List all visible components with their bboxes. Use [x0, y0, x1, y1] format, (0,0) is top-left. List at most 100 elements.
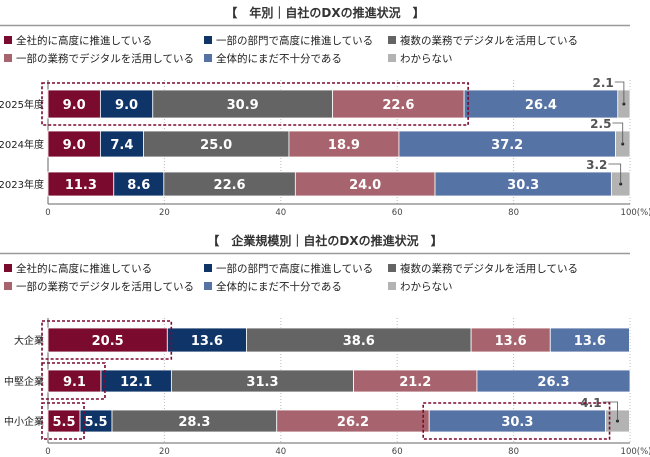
category-label: 2025年度 — [0, 98, 44, 111]
highlight-box — [422, 402, 611, 440]
data-label: 24.0 — [349, 178, 381, 193]
x-tick-label: 0 — [45, 208, 50, 218]
x-tick-label: 20 — [159, 447, 170, 457]
legend-swatch — [388, 36, 396, 44]
data-label: 38.6 — [343, 334, 375, 349]
data-label: 8.6 — [127, 178, 150, 193]
bar-segment — [113, 171, 165, 197]
data-label: 30.9 — [227, 98, 259, 113]
legend-swatch — [204, 36, 212, 44]
bar-segment — [47, 171, 115, 197]
data-label: 13.6 — [574, 334, 606, 349]
legend-swatch — [204, 54, 212, 62]
data-label: 22.6 — [214, 178, 246, 193]
data-label: 13.6 — [495, 334, 527, 349]
data-label: 11.3 — [65, 178, 97, 193]
data-label: 12.1 — [120, 375, 152, 390]
data-label: 5.5 — [84, 415, 107, 430]
x-tick-label: 80 — [508, 208, 519, 218]
legend-item: 一部の部門で高度に推進している — [216, 262, 373, 275]
data-label: 31.3 — [246, 375, 278, 390]
bar-segment — [152, 89, 333, 119]
legend-swatch — [388, 54, 396, 62]
data-label: 9.0 — [115, 98, 138, 113]
leader-line — [602, 401, 618, 421]
legend-item: わからない — [400, 53, 453, 65]
bar-segment — [332, 89, 465, 119]
bar-segment — [463, 89, 619, 119]
legend-swatch — [204, 264, 212, 272]
legend-swatch — [4, 54, 12, 62]
data-label: 5.5 — [52, 415, 75, 430]
x-tick-label: 80 — [508, 447, 519, 457]
data-label: 9.1 — [63, 375, 86, 390]
legend-swatch — [4, 264, 12, 272]
bar-segment — [47, 327, 168, 353]
chart-title: 【 企業規模別｜自社のDXの推進状況 】 — [207, 233, 442, 248]
bar-segment — [470, 327, 551, 353]
data-label: 28.3 — [178, 415, 210, 430]
data-label: 26.4 — [525, 98, 557, 113]
data-label: 3.2 — [586, 158, 607, 172]
data-label: 26.3 — [537, 375, 569, 390]
x-tick-label: 0 — [45, 447, 50, 457]
legend-item: 全社的に高度に推進している — [16, 34, 152, 47]
data-label: 37.2 — [491, 138, 523, 153]
bar-segment — [163, 171, 296, 197]
x-tick-label: 40 — [275, 208, 286, 218]
bar-segment — [99, 130, 144, 158]
x-tick-label: 100(%) — [621, 447, 650, 457]
x-tick-label: 20 — [159, 208, 170, 218]
bar-segment — [288, 130, 400, 158]
legend-item: わからない — [400, 281, 453, 293]
legend-item: 一部の業務でデジタルを活用している — [16, 280, 194, 293]
chart-title: 【 年別｜自社のDXの推進状況 】 — [225, 5, 424, 20]
data-label: 7.4 — [110, 138, 133, 153]
data-label: 20.5 — [92, 334, 124, 349]
bar-segment — [246, 327, 472, 353]
highlight-box — [41, 82, 469, 126]
data-label: 22.6 — [382, 98, 414, 113]
legend-item: 全体的にまだ不十分である — [216, 280, 342, 293]
data-label: 30.3 — [507, 178, 539, 193]
bar-segment — [549, 327, 630, 353]
data-label: 18.9 — [328, 138, 360, 153]
category-label: 中堅企業 — [4, 375, 44, 388]
legend-swatch — [4, 36, 12, 44]
leader-line — [612, 122, 624, 144]
legend-swatch — [388, 282, 396, 290]
data-label: 9.0 — [63, 138, 86, 153]
highlight-box — [41, 320, 173, 360]
legend-swatch — [204, 282, 212, 290]
legend-item: 複数の業務でデジタルを活用している — [400, 262, 578, 275]
bar-segment — [294, 171, 436, 197]
bar-segment — [476, 369, 631, 393]
bar-segment — [398, 130, 616, 158]
data-label: 13.6 — [191, 334, 223, 349]
data-label: 9.0 — [63, 98, 86, 113]
legend-item: 一部の業務でデジタルを活用している — [16, 52, 194, 65]
legend-swatch — [4, 282, 12, 290]
highlight-box — [41, 402, 85, 440]
bar-segment — [166, 327, 247, 353]
data-label: 21.2 — [399, 375, 431, 390]
category-label: 2024年度 — [0, 138, 44, 151]
x-tick-label: 60 — [392, 447, 403, 457]
bar-segment — [47, 89, 101, 119]
data-label: 2.1 — [593, 76, 614, 90]
bar-segment — [143, 130, 290, 158]
category-label: 2023年度 — [0, 178, 44, 191]
data-label: 25.0 — [200, 138, 232, 153]
legend-item: 全体的にまだ不十分である — [216, 52, 342, 65]
x-tick-label: 60 — [392, 208, 403, 218]
leader-line — [614, 81, 625, 104]
category-label: 中小企業 — [4, 415, 44, 428]
category-label: 大企業 — [14, 334, 44, 347]
data-label: 30.3 — [501, 415, 533, 430]
legend-item: 複数の業務でデジタルを活用している — [400, 34, 578, 47]
highlight-box — [41, 362, 106, 400]
x-tick-label: 100(%) — [621, 208, 650, 218]
x-tick-label: 40 — [275, 447, 286, 457]
